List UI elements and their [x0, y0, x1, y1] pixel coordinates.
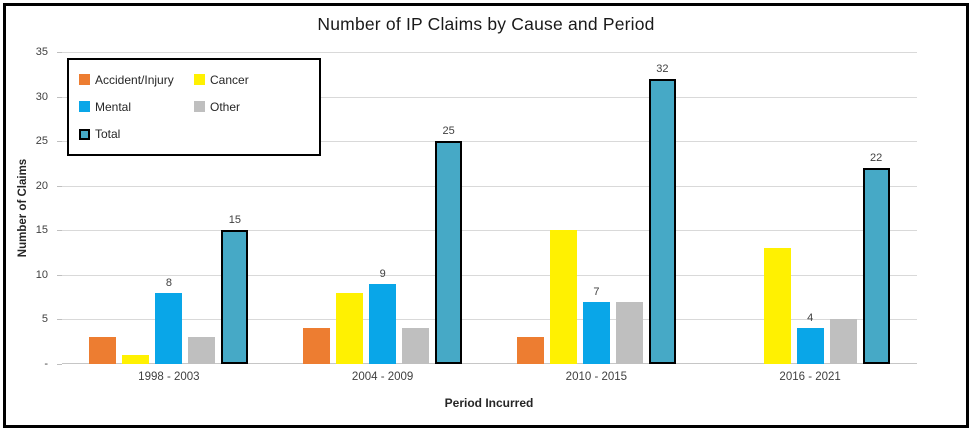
bar-mental — [155, 292, 183, 364]
chart-title: Number of IP Claims by Cause and Period — [317, 14, 655, 34]
legend-swatch-other — [194, 101, 205, 113]
bar-total — [862, 167, 890, 364]
bar-mental — [369, 283, 397, 364]
bar-accident-injury — [516, 337, 544, 364]
x-category-label: 1998 - 2003 — [138, 371, 200, 383]
chart-frame: Number of IP Claims by Cause and Period … — [3, 3, 969, 428]
bar-other — [829, 319, 857, 364]
bar-value-label: 4 — [807, 312, 814, 325]
gridline — [62, 52, 917, 53]
bar-cancer — [763, 248, 791, 364]
y-tick-label: 10 — [35, 268, 48, 281]
bar-value-label: 9 — [379, 267, 386, 280]
legend-label: Cancer — [210, 72, 249, 87]
y-tick-mark — [57, 52, 62, 53]
legend-row: Mental Other — [79, 100, 309, 114]
bar-cancer — [122, 355, 150, 364]
legend-item-mental: Mental — [79, 100, 194, 114]
bar-value-label: 32 — [656, 62, 669, 75]
bar-mental — [796, 328, 824, 364]
bar-value-label: 8 — [165, 276, 172, 289]
bar-other — [402, 328, 430, 364]
y-tick-mark — [57, 185, 62, 187]
legend-swatch-total — [79, 128, 90, 140]
y-tick-label: - — [44, 358, 48, 370]
bar-cancer — [549, 230, 577, 364]
gridline — [62, 319, 917, 321]
y-tick-mark — [57, 96, 62, 98]
bar-value-label: 7 — [593, 285, 600, 298]
bar-accident-injury — [89, 337, 117, 364]
legend-swatch-mental — [79, 101, 90, 113]
y-tick-label: 5 — [41, 313, 48, 326]
y-tick-mark — [57, 274, 62, 276]
bar-other — [615, 301, 643, 364]
y-axis-title: Number of Claims — [17, 158, 29, 258]
legend-row: Total — [79, 127, 309, 141]
y-tick-label: 35 — [35, 46, 48, 58]
gridline — [62, 185, 917, 187]
gridline — [62, 96, 917, 98]
gridline — [62, 274, 917, 276]
bar-value-label: 15 — [228, 214, 241, 227]
legend-swatch-cancer — [194, 74, 205, 86]
bar-cancer — [336, 292, 364, 364]
legend-label: Total — [95, 127, 121, 142]
legend-item-accident-injury: Accident/Injury — [79, 73, 194, 87]
y-tick-label: 25 — [35, 135, 48, 148]
bar-total — [435, 141, 463, 364]
bar-value-label: 22 — [870, 151, 883, 164]
gridline — [62, 141, 917, 143]
legend-item-other: Other — [194, 100, 309, 114]
bar-value-label: 25 — [442, 125, 455, 138]
y-tick-mark — [57, 319, 62, 321]
legend-label: Other — [210, 99, 241, 114]
legend: Accident/Injury Cancer Mental Other Total — [67, 58, 321, 156]
x-axis-line — [62, 363, 917, 364]
y-tick-label: 30 — [35, 90, 48, 103]
legend-row: Accident/Injury Cancer — [79, 73, 309, 87]
legend-label: Mental — [95, 99, 132, 114]
y-tick-label: 20 — [35, 179, 48, 192]
legend-item-total: Total — [79, 127, 207, 141]
x-axis-title: Period Incurred — [444, 396, 534, 410]
gridline — [62, 230, 917, 232]
bar-mental — [582, 301, 610, 364]
bar-accident-injury — [303, 328, 331, 364]
x-category-label: 2010 - 2015 — [565, 371, 628, 383]
y-tick-mark — [57, 141, 62, 143]
x-category-label: 2004 - 2009 — [351, 371, 414, 383]
bar-total — [221, 230, 249, 364]
plot-area: 8 15 9 25 7 32 4 22 — [62, 52, 917, 364]
bar-other — [188, 337, 216, 364]
y-tick-label: 15 — [35, 224, 48, 237]
legend-swatch-accident-injury — [79, 74, 90, 86]
y-tick-mark — [57, 230, 62, 232]
x-category-label: 2016 - 2021 — [779, 371, 841, 383]
y-tick-mark — [57, 364, 62, 365]
legend-item-cancer: Cancer — [194, 73, 309, 87]
bar-total — [648, 78, 676, 364]
legend-label: Accident/Injury — [95, 72, 174, 87]
